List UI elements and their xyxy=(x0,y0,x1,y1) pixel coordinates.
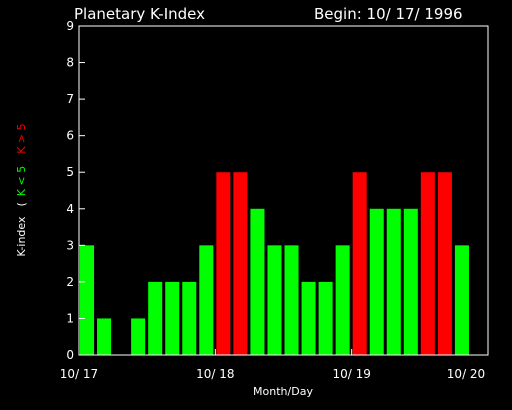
k-index-bar xyxy=(403,208,418,355)
y-tick-label: 8 xyxy=(66,56,74,70)
k-index-bar xyxy=(250,208,265,355)
y-tick-label: 3 xyxy=(66,238,74,252)
y-tick-label: 7 xyxy=(66,92,74,106)
k-index-bar xyxy=(420,172,435,355)
y-tick-label: 4 xyxy=(66,202,74,216)
y-tick-label: 5 xyxy=(66,165,74,179)
k-index-bar xyxy=(148,281,163,355)
k-index-bar xyxy=(216,172,231,355)
chart-title: Planetary K-Index xyxy=(74,5,205,23)
k-index-bar xyxy=(284,245,299,355)
y-axis-label-paren: ( xyxy=(15,202,28,206)
k-index-bar xyxy=(165,281,180,355)
y-tick-label: 0 xyxy=(66,348,74,362)
k-index-bar xyxy=(301,281,316,355)
y-axis-label-high: K > 5 xyxy=(15,123,28,153)
k-index-bar xyxy=(352,172,367,355)
k-index-bar xyxy=(267,245,282,355)
x-axis-label: Month/Day xyxy=(253,385,313,398)
k-index-bar xyxy=(131,318,146,355)
x-tick-label: 10/ 20 xyxy=(447,367,485,381)
y-tick-label: 9 xyxy=(66,19,74,33)
k-index-bar xyxy=(386,208,401,355)
y-axis-label: K-index ( K < 5 K > 5 xyxy=(15,123,28,256)
k-index-bar xyxy=(97,318,112,355)
y-axis-label-prefix: K-index xyxy=(15,216,28,257)
k-index-bar xyxy=(182,281,197,355)
x-tick-label: 10/ 19 xyxy=(332,367,370,381)
k-index-bar xyxy=(437,172,452,355)
chart-subtitle: Begin: 10/ 17/ 1996 xyxy=(314,5,463,23)
k-index-bar xyxy=(233,172,248,355)
x-tick-label: 10/ 18 xyxy=(196,367,234,381)
k-index-bar xyxy=(199,245,214,355)
bar-series xyxy=(80,172,469,355)
x-tick-label: 10/ 17 xyxy=(60,367,98,381)
k-index-bar xyxy=(369,208,384,355)
y-axis-label-low: K < 5 xyxy=(15,166,28,196)
y-axis-ticks: 0 1 2 3 4 5 6 7 8 9 xyxy=(66,19,85,362)
y-tick-label: 1 xyxy=(66,311,74,325)
k-index-bar xyxy=(335,245,350,355)
y-tick-label: 6 xyxy=(66,129,74,143)
plot-frame xyxy=(78,25,489,356)
x-axis-ticks: 10/ 17 10/ 18 10/ 19 10/ 20 xyxy=(60,349,489,381)
k-index-bar xyxy=(454,245,469,355)
k-index-bar xyxy=(318,281,333,355)
y-tick-label: 2 xyxy=(66,275,74,289)
k-index-bar xyxy=(80,245,95,355)
